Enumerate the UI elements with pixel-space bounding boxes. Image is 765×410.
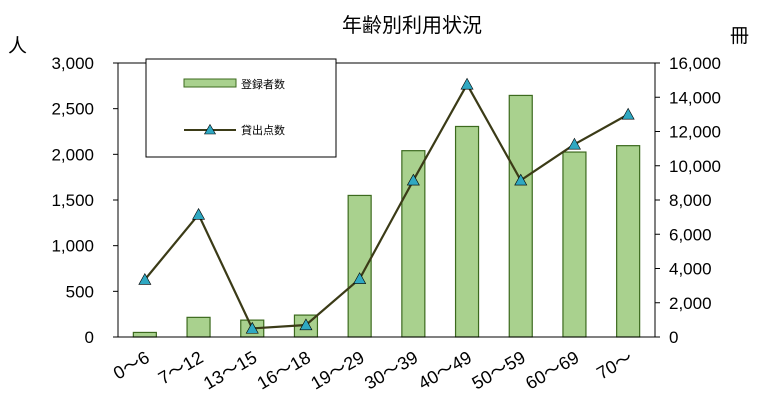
- category-labels: 0〜6 7〜1213〜1516〜1819〜2930〜3940〜4950〜5960〜…: [110, 347, 636, 393]
- legend-bar-label: 登録者数: [241, 77, 285, 91]
- left-tick-label: 1,500: [51, 191, 94, 210]
- right-tick-label: 2,000: [669, 294, 712, 313]
- left-axis-ticks: 0 500 1,000 1,500 2,000 2,500 3,000: [51, 54, 118, 347]
- legend-line-label: 貸出点数: [241, 123, 285, 137]
- right-tick-label: 16,000: [669, 54, 721, 73]
- line-markers: [138, 77, 635, 334]
- legend: 登録者数 貸出点数: [145, 58, 337, 158]
- line-marker: [406, 173, 420, 186]
- right-tick-label: 12,000: [669, 123, 721, 142]
- bar: [616, 145, 641, 338]
- left-tick-label: 2,000: [51, 145, 94, 164]
- line-marker: [621, 107, 635, 120]
- line-series: [144, 82, 629, 330]
- line-marker: [192, 207, 206, 220]
- left-axis-unit: 人: [8, 35, 27, 57]
- line-marker: [245, 321, 259, 334]
- category-label: 30〜39: [361, 347, 421, 393]
- bar: [508, 94, 533, 338]
- right-tick-label: 8,000: [669, 191, 712, 210]
- right-axis-unit: 冊: [730, 25, 749, 47]
- chart-title: 年齢別利用状況: [342, 13, 482, 37]
- legend-bar-swatch: [183, 78, 237, 88]
- right-tick-label: 14,000: [669, 88, 721, 107]
- line-marker: [460, 77, 474, 90]
- right-tick-label: 6,000: [669, 225, 712, 244]
- category-label: 70〜: [593, 347, 636, 383]
- line-marker: [138, 273, 152, 285]
- left-tick-label: 500: [66, 282, 94, 301]
- right-tick-label: 0: [669, 328, 678, 347]
- legend-triangle-marker: [203, 123, 217, 135]
- left-tick-label: 3,000: [51, 54, 94, 73]
- right-tick-label: 4,000: [669, 260, 712, 279]
- bar: [186, 316, 211, 338]
- line-marker: [567, 137, 581, 150]
- category-label: 19〜29: [307, 347, 367, 393]
- category-label: 16〜18: [254, 347, 314, 393]
- bar: [132, 331, 157, 338]
- left-tick-label: 2,500: [51, 100, 94, 119]
- right-axis-ticks: 0 2,000 4,000 6,000 8,000 10,000 12,000 14,000 1…: [655, 54, 721, 347]
- right-tick-label: 10,000: [669, 157, 721, 176]
- line-marker: [299, 318, 313, 331]
- left-tick-label: 0: [85, 328, 94, 347]
- line-marker: [353, 272, 367, 284]
- category-label: 0〜6: [110, 347, 153, 383]
- category-label: 40〜49: [415, 347, 475, 393]
- category-label: 13〜15: [200, 347, 260, 393]
- category-label: 50〜59: [468, 347, 528, 393]
- bar: [562, 151, 587, 338]
- line-marker: [514, 173, 528, 186]
- category-label: 60〜69: [522, 347, 582, 393]
- category-label: 7〜12: [155, 347, 207, 388]
- bar: [454, 125, 480, 338]
- plot-area-border: [117, 62, 656, 338]
- left-tick-label: 1,000: [51, 237, 94, 256]
- legend-box: [145, 58, 337, 158]
